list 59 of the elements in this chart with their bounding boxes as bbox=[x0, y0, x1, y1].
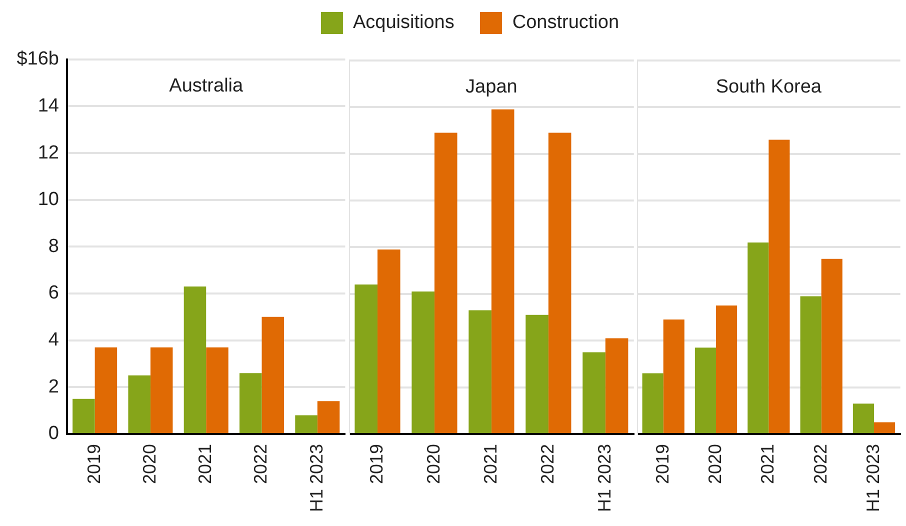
bar bbox=[317, 401, 340, 433]
bar bbox=[72, 398, 95, 433]
bar bbox=[468, 310, 492, 433]
bar bbox=[184, 286, 206, 433]
bar bbox=[94, 347, 118, 433]
bar bbox=[150, 347, 173, 433]
bar bbox=[605, 338, 628, 433]
bar bbox=[206, 347, 228, 433]
bar bbox=[354, 284, 378, 433]
x-tick-label: 2021 bbox=[195, 444, 216, 484]
x-tick-label: H1 2023 bbox=[862, 444, 883, 512]
bar bbox=[852, 404, 874, 433]
bar bbox=[491, 109, 514, 433]
x-tick-label: 2019 bbox=[652, 444, 672, 484]
x-tick-label: 2020 bbox=[704, 444, 725, 484]
bar bbox=[240, 373, 262, 433]
x-tick-label: 2022 bbox=[810, 444, 830, 484]
bar bbox=[412, 292, 434, 433]
x-tick-label: 2019 bbox=[366, 444, 386, 484]
bar bbox=[874, 422, 896, 433]
bar bbox=[748, 242, 769, 433]
bar bbox=[526, 314, 548, 433]
x-tick-label: 2021 bbox=[758, 444, 778, 484]
y-tick-label: 2 bbox=[48, 376, 59, 398]
text: South Korea bbox=[716, 76, 822, 98]
y-tick-label: 8 bbox=[48, 236, 59, 257]
bar bbox=[128, 375, 150, 433]
x-tick-label: 2022 bbox=[250, 444, 271, 484]
y-tick-label: 6 bbox=[48, 282, 59, 304]
legend-label: Acquisitions bbox=[352, 12, 454, 34]
bar bbox=[821, 258, 842, 433]
y-tick-label: 14 bbox=[38, 95, 60, 116]
bar bbox=[800, 296, 822, 433]
x-tick-label: 2022 bbox=[537, 444, 558, 484]
y-tick-label: 12 bbox=[38, 142, 59, 164]
x-tick-label: 2020 bbox=[423, 444, 444, 484]
bar bbox=[582, 352, 606, 433]
legend-label: Construction bbox=[512, 12, 620, 34]
y-tick-label: 4 bbox=[48, 330, 60, 351]
bar bbox=[295, 415, 318, 433]
x-tick-label: H1 2023 bbox=[594, 444, 614, 512]
bar bbox=[434, 132, 458, 433]
bar bbox=[377, 250, 400, 433]
bar bbox=[768, 140, 790, 433]
y-tick-label: 0 bbox=[48, 423, 59, 444]
x-tick-label: 2021 bbox=[480, 444, 500, 484]
x-tick-label: H1 2023 bbox=[306, 444, 326, 512]
bar bbox=[548, 132, 572, 433]
bar bbox=[642, 373, 664, 433]
y-tick-label: 10 bbox=[38, 189, 59, 210]
text: Australia bbox=[169, 76, 244, 97]
x-tick-label: 2020 bbox=[139, 444, 160, 484]
y-tick-label: $16b bbox=[16, 48, 59, 70]
text: Japan bbox=[466, 76, 518, 98]
bar bbox=[262, 316, 284, 433]
bar bbox=[663, 320, 684, 433]
bar bbox=[716, 306, 738, 433]
x-tick-label: 2019 bbox=[84, 444, 104, 484]
bar bbox=[694, 348, 716, 433]
